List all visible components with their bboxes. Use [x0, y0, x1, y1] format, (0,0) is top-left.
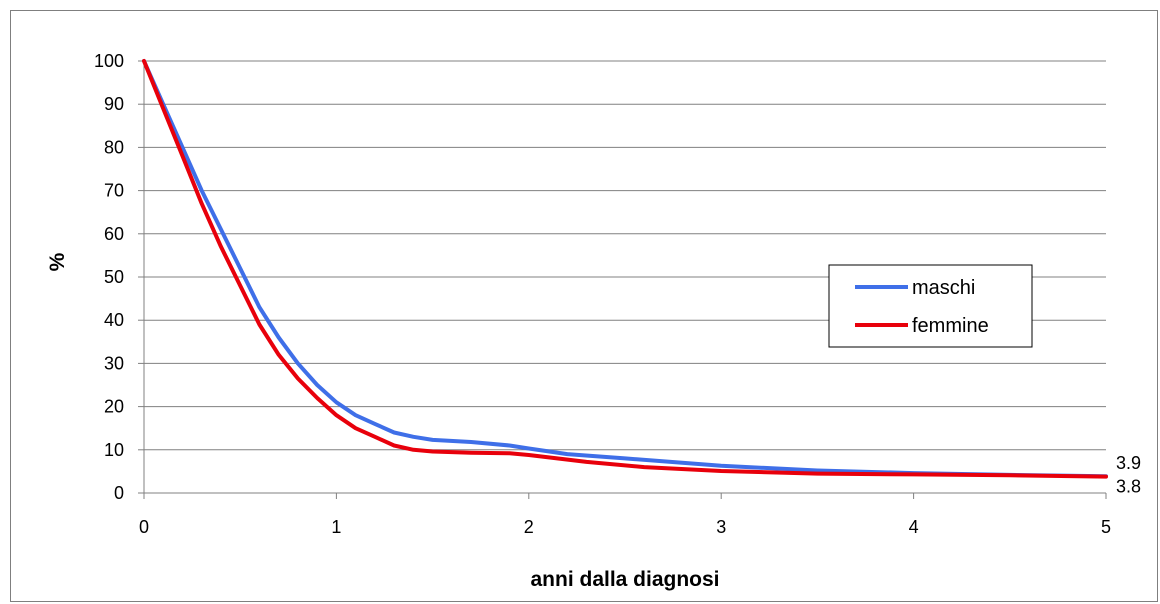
y-tick-label: 50: [104, 267, 124, 287]
y-tick-label: 0: [114, 483, 124, 503]
legend-box: [828, 264, 1033, 348]
y-tick-label: 70: [104, 181, 124, 201]
y-tick-label: 90: [104, 94, 124, 114]
series-line-femmine: [142, 59, 1108, 479]
y-tick-label: 30: [104, 353, 124, 373]
legend-label-femmine: femmine: [912, 315, 989, 337]
x-tick-label: 0: [139, 517, 149, 537]
x-tick-label: 4: [909, 517, 919, 537]
y-tick-label: 80: [104, 137, 124, 157]
legend-label-maschi: maschi: [912, 277, 975, 299]
end-label-femmine: 3.8: [1116, 477, 1141, 497]
legend: maschi femmine: [828, 264, 1033, 348]
x-tick-label: 5: [1101, 517, 1111, 537]
x-axis-title: anni dalla diagnosi: [530, 568, 719, 591]
x-tick-label: 3: [716, 517, 726, 537]
y-tick-label: 20: [104, 397, 124, 417]
x-tick-labels: 0 1 2 3 4 5: [139, 517, 1111, 537]
end-label-maschi: 3.9: [1116, 453, 1141, 473]
y-tick-labels: 0 10 20 30 40 50 60 70 80 90 100: [94, 51, 124, 503]
series-lines: [142, 59, 1108, 479]
x-tick-label: 1: [331, 517, 341, 537]
y-axis-title: %: [46, 252, 69, 271]
gridlines: [138, 60, 1107, 499]
y-tick-label: 60: [104, 224, 124, 244]
axes: [143, 61, 1106, 494]
y-tick-label: 100: [94, 51, 124, 71]
end-labels: 3.93.8: [1116, 453, 1141, 496]
series-line-maschi: [142, 59, 1108, 479]
y-tick-label: 40: [104, 310, 124, 330]
x-tick-label: 2: [524, 517, 534, 537]
y-tick-label: 10: [104, 440, 124, 460]
